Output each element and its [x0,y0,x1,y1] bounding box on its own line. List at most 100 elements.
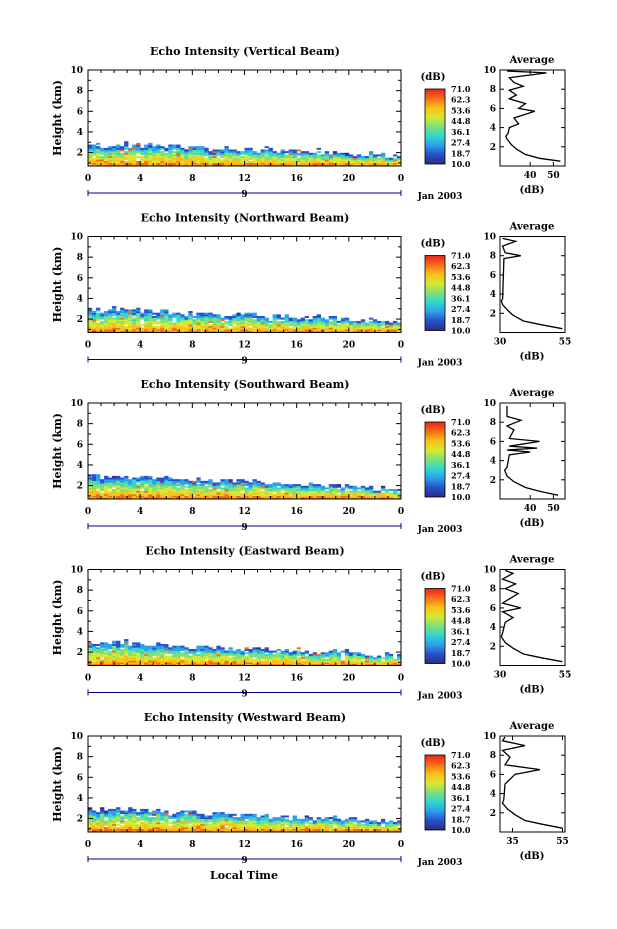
heatmap-cell [96,162,101,165]
heatmap-cell [376,320,382,323]
heatmap-cell [240,658,245,661]
heatmap-cell [332,162,338,165]
heatmap-cell [140,657,145,660]
heatmap-cell [292,662,297,665]
heatmap-cell [256,485,261,488]
heatmap-cell [188,312,193,315]
heatmap-cell [136,312,141,315]
heatmap-cell [328,325,334,328]
heatmap-cell [88,492,93,495]
heatmap-cell [224,660,229,663]
heatmap-cell [108,490,113,493]
heatmap-cell [104,154,109,157]
heatmap-cell [224,485,229,488]
heatmap-cell [216,319,221,322]
heatmap-cell [236,314,241,317]
heatmap-cell [132,152,137,155]
heatmap-cells [88,474,402,500]
heatmap-cell [180,149,185,152]
heatmap-cell [392,823,398,826]
heatmap-cell [252,159,257,162]
heatmap-cell [284,663,289,666]
heatmap-cell [132,818,137,821]
heatmap-cell [116,645,121,648]
heatmap-cell [260,825,265,828]
heatmap-cell [148,647,153,650]
heatmap-cell [136,812,141,815]
heatmap-cell [96,322,101,325]
heatmap-cell [376,157,382,160]
y-tick-label: 2 [77,482,83,492]
heatmap-cell [248,151,253,154]
heatmap-cell [132,159,137,162]
heatmap-cell [184,827,189,829]
heatmap-cell [232,317,237,320]
heatmap-cell [92,314,97,317]
heatmap-cell [148,327,153,330]
heatmap-cell [128,648,133,651]
heatmap-cell [296,663,301,666]
heatmap-cell [136,314,141,317]
heatmap-cell [156,655,161,658]
heatmap-cell [248,482,253,485]
heatmap-cell [224,161,229,163]
heatmap-cell [228,319,233,322]
heatmap-cell [156,147,161,150]
profile-y-tick-label: 6 [490,437,496,447]
heatmap-cell [380,820,386,823]
heatmap-cell [140,822,145,825]
heatmap-cell [284,324,289,327]
heatmap-cell [196,329,201,332]
heatmap-cell [312,157,318,160]
heatmap-cell [344,652,350,655]
heatmap-cell [244,319,249,322]
heatmap-cell [252,330,257,333]
heatmap-cell [360,327,366,330]
heatmap-cell [92,330,97,333]
heatmap-cell [392,327,398,330]
heatmap-cell [112,490,117,493]
heatmap-cell [208,325,213,328]
heatmap-cell [264,329,269,332]
heatmap-cell [108,652,113,655]
heatmap-cell [348,485,354,488]
heatmap-cell [360,156,366,159]
heatmap-cell [264,825,269,828]
heatmap-cell [192,494,197,496]
heatmap-cell [364,330,370,333]
heatmap-cell [236,157,241,160]
heatmap-cell [108,480,113,483]
heatmap-cell [124,812,129,815]
heatmap-cell [220,327,225,330]
heatmap-cell [308,157,314,160]
heatmap-cell [288,497,293,500]
heatmap-cell [128,650,133,653]
heatmap-cell [96,815,101,818]
heatmap-cell [176,645,181,648]
heatmap-cell [328,159,334,162]
heatmap-cell [160,655,165,658]
heatmap-cell [220,650,225,653]
heatmap-cell [312,652,318,655]
heatmap-cell [96,477,101,480]
heatmap-cell [256,164,261,167]
heatmap-cell [356,156,362,159]
heatmap-cell [352,655,358,658]
heatmap-cell [112,157,117,160]
heatmap-cell [144,164,149,167]
heatmap-cell [180,489,185,492]
heatmap-cell [172,152,177,155]
heatmap-cell [276,329,281,332]
heatmap-cell [324,490,330,493]
heatmap-cell [376,494,382,496]
heatmap-cell [176,487,181,490]
heatmap-cell [116,655,121,658]
heatmap-cell [312,662,318,665]
heatmap-cell [152,320,157,323]
heatmap-cell [104,330,109,333]
heatmap-cell [300,320,305,323]
heatmap-cell [248,823,253,826]
heatmap-cell [184,652,189,655]
heatmap-cell [192,154,197,157]
